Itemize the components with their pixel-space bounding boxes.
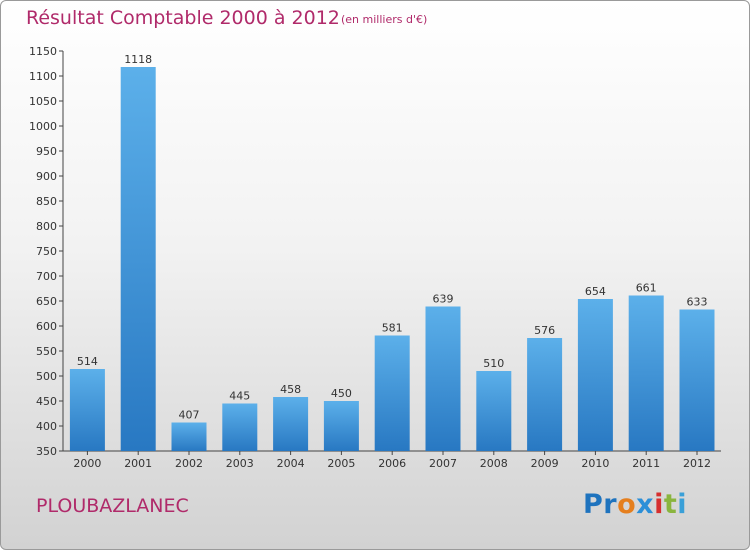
bar-value-label: 514 (77, 355, 98, 368)
y-tick-label: 900 (36, 170, 57, 183)
bar-value-label: 633 (687, 296, 708, 309)
logo-part: o (617, 489, 637, 520)
bar (527, 338, 563, 451)
y-tick-label: 950 (36, 145, 57, 158)
y-tick-label: 650 (36, 295, 57, 308)
bar (577, 299, 613, 451)
x-tick-label: 2008 (480, 457, 508, 470)
x-tick-label: 2001 (124, 457, 152, 470)
bar (323, 401, 359, 451)
bar (120, 67, 156, 451)
bar (628, 295, 664, 451)
bar-value-label: 510 (483, 357, 504, 370)
y-tick-label: 1050 (29, 95, 57, 108)
commune-name: PLOUBAZLANEC (36, 495, 189, 517)
proxiti-logo[interactable]: Proxiti (583, 489, 687, 520)
bar-value-label: 576 (534, 324, 555, 337)
y-tick-label: 400 (36, 420, 57, 433)
y-tick-label: 550 (36, 345, 57, 358)
bar (273, 397, 309, 451)
bar (476, 371, 512, 451)
x-tick-label: 2004 (277, 457, 305, 470)
bar (171, 422, 207, 451)
chart-subtitle: (en milliers d'€) (341, 13, 428, 26)
bar (679, 309, 715, 451)
y-tick-label: 450 (36, 395, 57, 408)
logo-part: x (636, 489, 655, 520)
x-tick-label: 2003 (226, 457, 254, 470)
bar-value-label: 581 (382, 322, 403, 335)
y-tick-label: 750 (36, 245, 57, 258)
bar-value-label: 407 (179, 409, 200, 422)
bar (425, 306, 461, 451)
bar (374, 335, 410, 451)
bar (69, 369, 105, 451)
bar-value-label: 458 (280, 383, 301, 396)
bar-value-label: 661 (636, 282, 657, 295)
x-tick-label: 2005 (327, 457, 355, 470)
logo-part: t (663, 489, 678, 520)
logo-part: Pr (583, 489, 618, 520)
x-tick-label: 2006 (378, 457, 406, 470)
y-tick-label: 700 (36, 270, 57, 283)
bar (222, 403, 258, 451)
y-tick-label: 850 (36, 195, 57, 208)
x-tick-label: 2012 (683, 457, 711, 470)
x-tick-label: 2009 (531, 457, 559, 470)
bar-value-label: 639 (433, 293, 454, 306)
y-tick-label: 1100 (29, 70, 57, 83)
y-tick-label: 1000 (29, 120, 57, 133)
y-tick-label: 500 (36, 370, 57, 383)
y-tick-label: 1150 (29, 45, 57, 58)
logo-part: i (677, 489, 688, 520)
bar-value-label: 450 (331, 387, 352, 400)
bar-value-label: 654 (585, 285, 606, 298)
y-tick-label: 800 (36, 220, 57, 233)
x-tick-label: 2011 (632, 457, 660, 470)
chart-title: Résultat Comptable 2000 à 2012 (26, 7, 340, 29)
y-tick-label: 600 (36, 320, 57, 333)
x-tick-label: 2000 (73, 457, 101, 470)
bar-value-label: 445 (229, 390, 250, 403)
bar-value-label: 1118 (124, 53, 152, 66)
y-tick-label: 350 (36, 445, 57, 458)
logo-part: i (654, 489, 664, 520)
x-tick-label: 2002 (175, 457, 203, 470)
x-tick-label: 2010 (581, 457, 609, 470)
x-tick-label: 2007 (429, 457, 457, 470)
